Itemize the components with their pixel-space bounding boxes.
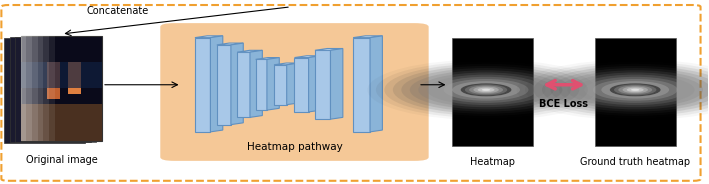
Bar: [43, 36, 49, 141]
Circle shape: [469, 86, 503, 94]
Circle shape: [444, 79, 528, 101]
Circle shape: [478, 88, 495, 92]
Polygon shape: [238, 52, 250, 117]
Bar: [452, 38, 533, 146]
Circle shape: [623, 86, 648, 93]
FancyBboxPatch shape: [9, 37, 91, 142]
FancyBboxPatch shape: [4, 38, 85, 143]
Circle shape: [384, 64, 588, 116]
Bar: [21, 104, 102, 141]
Polygon shape: [217, 45, 231, 125]
Polygon shape: [256, 58, 279, 59]
Circle shape: [410, 70, 562, 109]
Text: Ground truth heatmap: Ground truth heatmap: [580, 157, 691, 167]
Polygon shape: [274, 63, 299, 65]
Polygon shape: [353, 38, 370, 132]
Circle shape: [593, 79, 678, 101]
Circle shape: [469, 86, 503, 94]
Text: Concatenate: Concatenate: [86, 6, 148, 16]
Circle shape: [525, 62, 709, 118]
Bar: [21, 62, 102, 88]
Bar: [69, 62, 82, 94]
Circle shape: [401, 68, 571, 112]
Circle shape: [550, 68, 709, 112]
Circle shape: [559, 70, 709, 109]
Polygon shape: [294, 56, 321, 58]
Circle shape: [567, 72, 703, 107]
Circle shape: [584, 77, 686, 103]
Circle shape: [427, 75, 545, 105]
Bar: [21, 36, 102, 141]
Circle shape: [435, 77, 537, 103]
Polygon shape: [250, 50, 262, 117]
Polygon shape: [274, 65, 286, 105]
Polygon shape: [267, 58, 279, 110]
Circle shape: [465, 84, 507, 95]
Bar: [21, 36, 26, 141]
FancyBboxPatch shape: [160, 23, 429, 161]
Polygon shape: [353, 36, 382, 38]
Text: Heatmap: Heatmap: [470, 157, 515, 167]
Circle shape: [534, 64, 709, 116]
Circle shape: [478, 88, 495, 92]
Text: Original image: Original image: [26, 155, 97, 165]
Circle shape: [376, 62, 596, 118]
Polygon shape: [231, 43, 243, 125]
Circle shape: [393, 66, 579, 114]
Circle shape: [601, 81, 669, 98]
Circle shape: [618, 86, 652, 94]
Text: BCE Loss: BCE Loss: [540, 99, 588, 109]
Circle shape: [461, 83, 511, 96]
Polygon shape: [217, 43, 243, 45]
Polygon shape: [195, 38, 211, 132]
Polygon shape: [315, 49, 343, 50]
Circle shape: [618, 86, 652, 94]
Bar: [595, 38, 676, 146]
Circle shape: [461, 83, 511, 96]
Circle shape: [482, 89, 491, 91]
Circle shape: [627, 88, 644, 92]
Polygon shape: [370, 36, 382, 132]
Circle shape: [452, 81, 520, 98]
Bar: [48, 62, 60, 99]
Polygon shape: [308, 56, 321, 112]
Circle shape: [474, 86, 498, 93]
Circle shape: [576, 75, 695, 105]
Bar: [49, 36, 55, 141]
Circle shape: [610, 83, 661, 96]
Text: Heatmap pathway: Heatmap pathway: [247, 142, 342, 152]
Bar: [32, 36, 38, 141]
Bar: [38, 36, 43, 141]
Polygon shape: [330, 49, 343, 119]
Circle shape: [542, 66, 709, 114]
Circle shape: [418, 72, 554, 107]
Circle shape: [631, 89, 640, 91]
Polygon shape: [195, 36, 223, 38]
Circle shape: [614, 84, 657, 95]
Polygon shape: [211, 36, 223, 132]
Polygon shape: [238, 50, 262, 52]
Polygon shape: [286, 63, 299, 105]
Circle shape: [627, 88, 644, 92]
Polygon shape: [256, 59, 267, 110]
Circle shape: [610, 83, 661, 96]
Bar: [26, 36, 32, 141]
Polygon shape: [294, 58, 308, 112]
Polygon shape: [315, 50, 330, 119]
